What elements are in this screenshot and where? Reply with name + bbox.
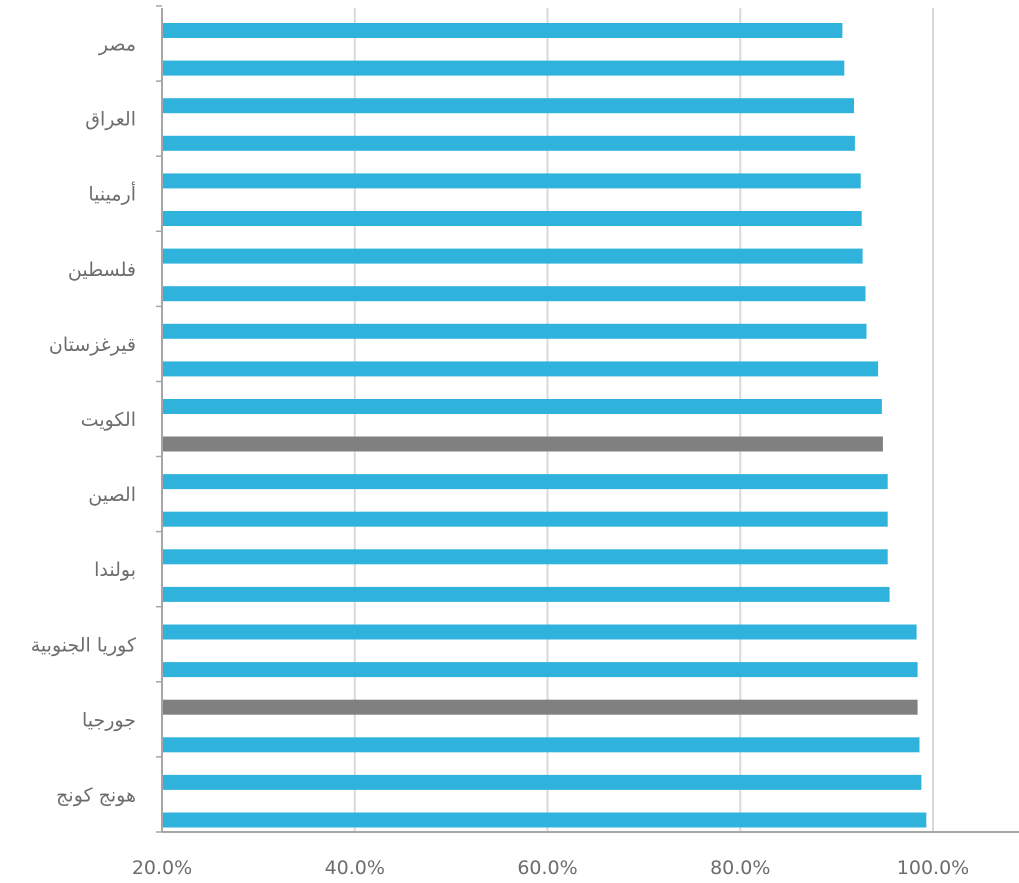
bar <box>162 737 920 753</box>
bar <box>162 98 854 114</box>
category-label: العراق <box>85 109 136 131</box>
bar <box>162 699 918 715</box>
bar <box>162 624 917 640</box>
category-label: قيرغزستان <box>49 334 136 356</box>
category-label: الكويت <box>81 409 136 431</box>
bar <box>162 399 882 414</box>
x-tick-label: 20.0% <box>132 857 192 879</box>
bar <box>162 361 879 377</box>
bar <box>162 135 855 151</box>
bar <box>162 549 888 565</box>
category-label: الصين <box>88 484 136 506</box>
category-label: مصر <box>98 34 136 56</box>
bar <box>162 23 843 38</box>
category-label: بولندا <box>94 559 136 581</box>
bar <box>162 323 867 339</box>
bar <box>162 211 862 226</box>
bar <box>162 286 866 302</box>
bar <box>162 60 845 76</box>
bar <box>162 586 890 602</box>
category-label: هونج كونج <box>56 785 136 807</box>
x-tick-label: 80.0% <box>710 857 770 879</box>
bar <box>162 812 927 828</box>
bar <box>162 474 888 490</box>
bar <box>162 248 863 264</box>
x-tick-label: 60.0% <box>517 857 577 879</box>
x-tick-label: 100.0% <box>897 857 969 879</box>
category-label: جورجيا <box>82 709 136 731</box>
x-tick-label: 40.0% <box>325 857 385 879</box>
category-label: أرمينيا <box>88 182 136 206</box>
category-label: فلسطين <box>68 259 136 281</box>
bar <box>162 511 888 527</box>
bar <box>162 662 918 678</box>
category-label: كوريا الجنوبية <box>31 634 137 656</box>
bar <box>162 774 922 790</box>
bar <box>162 173 861 189</box>
bar <box>162 436 883 452</box>
